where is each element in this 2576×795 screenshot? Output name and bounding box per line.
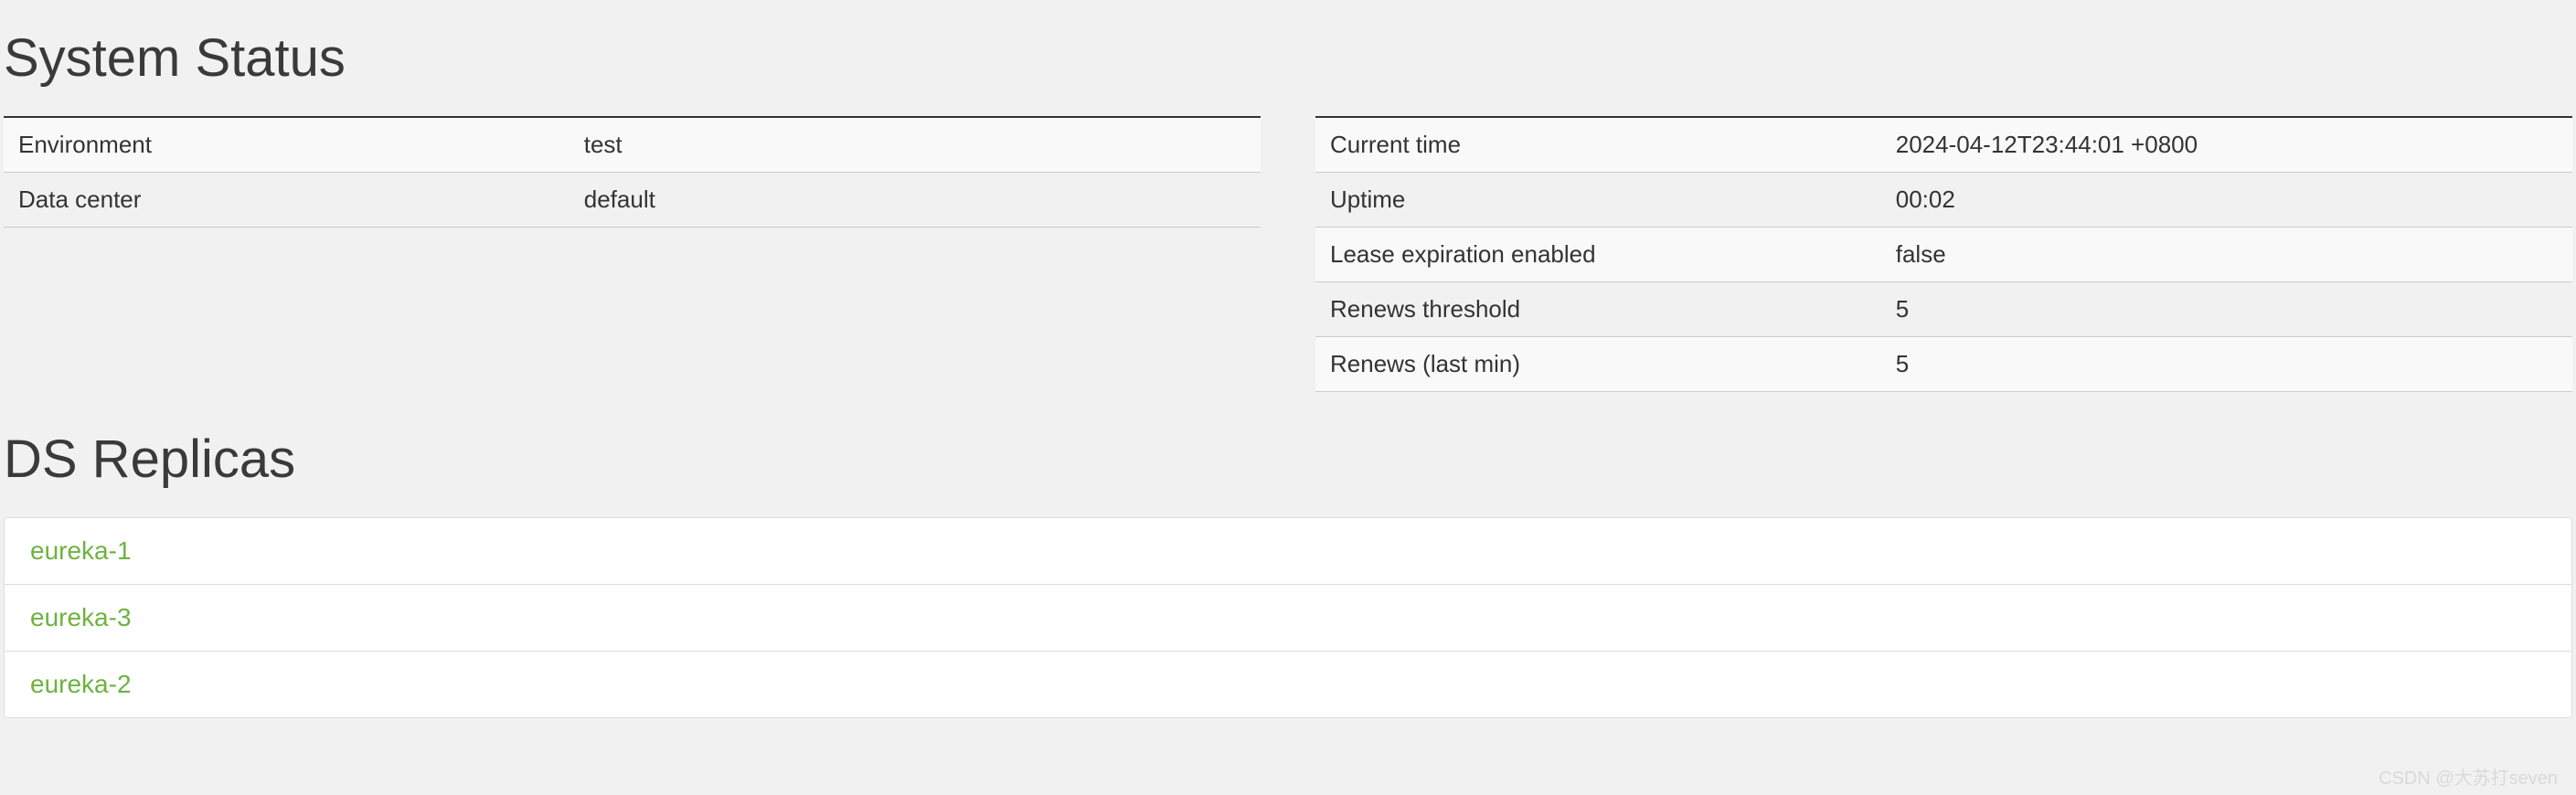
status-value: 5 <box>1881 282 2572 337</box>
status-right-column: Current time 2024-04-12T23:44:01 +0800 U… <box>1315 116 2572 392</box>
status-label: Lease expiration enabled <box>1315 228 1881 282</box>
status-label: Environment <box>4 117 569 173</box>
system-status-section: Environment test Data center default Cur… <box>4 116 2572 392</box>
status-label: Current time <box>1315 117 1881 173</box>
replica-link-eureka-1[interactable]: eureka-1 <box>30 536 132 565</box>
status-value: default <box>569 173 1261 228</box>
table-row: Lease expiration enabled false <box>1315 228 2572 282</box>
status-value: false <box>1881 228 2572 282</box>
status-value: 00:02 <box>1881 173 2572 228</box>
watermark-text: CSDN @大苏打seven <box>2379 763 2558 790</box>
system-status-heading: System Status <box>4 27 2572 89</box>
replica-link-eureka-2[interactable]: eureka-2 <box>30 670 132 698</box>
table-row: Renews (last min) 5 <box>1315 337 2572 392</box>
table-row: Data center default <box>4 173 1261 228</box>
list-item: eureka-3 <box>5 585 2571 652</box>
status-right-table: Current time 2024-04-12T23:44:01 +0800 U… <box>1315 116 2572 392</box>
status-left-column: Environment test Data center default <box>4 116 1261 392</box>
table-row: Environment test <box>4 117 1261 173</box>
ds-replicas-list: eureka-1 eureka-3 eureka-2 <box>4 517 2572 718</box>
list-item: eureka-2 <box>5 652 2571 717</box>
ds-replicas-heading: DS Replicas <box>4 429 2572 490</box>
status-label: Data center <box>4 173 569 228</box>
status-label: Renews threshold <box>1315 282 1881 337</box>
table-row: Current time 2024-04-12T23:44:01 +0800 <box>1315 117 2572 173</box>
table-row: Uptime 00:02 <box>1315 173 2572 228</box>
list-item: eureka-1 <box>5 518 2571 585</box>
status-value: 5 <box>1881 337 2572 392</box>
status-label: Uptime <box>1315 173 1881 228</box>
replica-link-eureka-3[interactable]: eureka-3 <box>30 603 132 631</box>
table-row: Renews threshold 5 <box>1315 282 2572 337</box>
status-left-table: Environment test Data center default <box>4 116 1261 228</box>
status-value: 2024-04-12T23:44:01 +0800 <box>1881 117 2572 173</box>
status-label: Renews (last min) <box>1315 337 1881 392</box>
status-value: test <box>569 117 1261 173</box>
